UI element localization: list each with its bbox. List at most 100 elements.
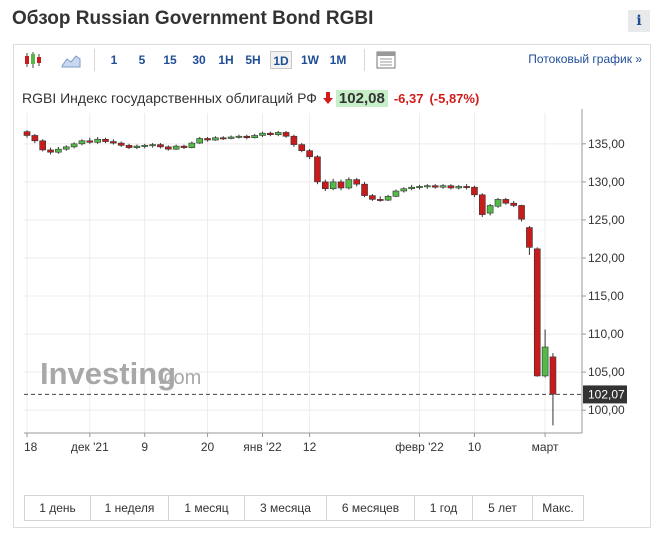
candle <box>149 143 156 148</box>
y-tick-label: 120,00 <box>588 251 625 265</box>
candle <box>274 130 282 137</box>
candle <box>125 143 133 150</box>
candle-body <box>102 138 109 142</box>
candle <box>212 136 219 141</box>
candlestick-chart[interactable]: Investing .com 100,00 105,00 110,00 115,00 1… <box>14 45 650 485</box>
candle-body <box>227 136 235 139</box>
range-5-years[interactable]: 5 лет <box>473 496 533 520</box>
candle-body <box>408 186 415 190</box>
candle-body <box>549 356 557 395</box>
candle-body <box>251 135 258 139</box>
candle-body <box>110 141 117 144</box>
candle <box>408 184 415 191</box>
candle-body <box>533 248 541 377</box>
range-max[interactable]: Макс. <box>542 501 574 515</box>
candle-body <box>392 190 400 197</box>
instrument-name: RGBI Индекс государственных облигаций РФ <box>22 90 317 106</box>
timeframe-15[interactable]: 15 <box>163 53 177 67</box>
x-tick-label: 20 <box>201 440 215 454</box>
timeframe-1m[interactable]: 1M <box>329 53 347 67</box>
candle-body <box>94 138 101 143</box>
candle-body <box>361 183 368 196</box>
candle-body <box>172 145 180 150</box>
candle <box>110 139 117 145</box>
candle <box>424 184 431 189</box>
candle-body <box>314 156 321 183</box>
candle <box>235 134 243 139</box>
candle <box>526 226 533 255</box>
candle-body <box>455 186 463 189</box>
candle <box>47 147 54 155</box>
candle-body <box>353 179 361 185</box>
range-3-months[interactable]: 3 месяца <box>245 496 327 520</box>
candle-body <box>471 186 478 196</box>
range-1-day[interactable]: 1 день <box>25 496 91 520</box>
last-price: 102,08 <box>335 89 388 107</box>
y-tick-label: 115,00 <box>588 289 624 303</box>
price-change-percent: (-5,87%) <box>429 90 480 106</box>
chart-toolbar: 1 5 15 30 1H 5H 1D 1W 1M Потоковый графи… <box>14 45 650 75</box>
candle-body <box>31 135 39 142</box>
candle-body <box>447 185 455 189</box>
candle-body <box>329 181 337 190</box>
timeframe-1w[interactable]: 1W <box>301 53 319 67</box>
candle <box>94 136 101 144</box>
candle-body <box>384 196 392 201</box>
candle <box>290 134 298 147</box>
timeframe-5h[interactable]: 5H <box>245 53 261 67</box>
candle-body <box>157 144 164 148</box>
candle <box>180 144 188 150</box>
candle <box>70 142 78 149</box>
candle-body <box>526 227 533 248</box>
range-6-months[interactable]: 6 месяцев <box>327 496 415 520</box>
candle <box>337 179 345 191</box>
price-change: -6,37 <box>393 90 424 106</box>
range-1-month[interactable]: 1 месяц <box>169 496 245 520</box>
y-tick-label: 100,00 <box>588 403 625 417</box>
candle <box>400 187 408 193</box>
candle <box>329 178 337 191</box>
range-1-week[interactable]: 1 неделя <box>91 496 169 520</box>
candle-body <box>463 186 470 188</box>
candle-body <box>165 146 172 150</box>
candle <box>353 178 361 187</box>
range-1-year[interactable]: 1 год <box>415 496 473 520</box>
candle-body <box>369 195 376 200</box>
candle <box>533 247 541 377</box>
x-tick-label: янв '22 <box>243 440 282 454</box>
candle <box>439 184 447 189</box>
candle <box>518 204 525 222</box>
timeframe-30[interactable]: 30 <box>192 53 206 67</box>
candle <box>55 146 62 154</box>
timeframe-1d[interactable]: 1D <box>270 51 292 69</box>
candle <box>384 194 392 201</box>
table-view-icon[interactable] <box>375 50 397 70</box>
x-tick-label: март <box>532 440 559 454</box>
candle <box>165 145 172 151</box>
timeframe-5[interactable]: 5 <box>138 53 146 67</box>
candle <box>31 133 39 144</box>
candle <box>416 184 423 190</box>
info-button[interactable]: i <box>628 10 650 32</box>
candle-body <box>141 145 149 147</box>
candle-body <box>78 140 86 145</box>
candle-body <box>70 143 78 148</box>
y-tick-label: 125,00 <box>588 213 625 227</box>
candle <box>549 353 557 426</box>
candlestick-type-icon[interactable] <box>22 50 44 70</box>
candle-body <box>424 185 431 188</box>
candle <box>188 141 196 149</box>
candle <box>392 189 400 198</box>
area-type-icon[interactable] <box>60 50 82 70</box>
candle <box>39 139 47 152</box>
watermark-brand: Investing <box>40 356 176 391</box>
timeframe-1h[interactable]: 1H <box>218 53 234 67</box>
arrow-down-icon <box>322 92 333 104</box>
candle <box>62 145 70 151</box>
streaming-chart-link[interactable]: Потоковый график » <box>528 52 642 66</box>
candle-body <box>180 145 188 148</box>
candle <box>376 196 384 202</box>
candle <box>314 155 321 185</box>
candle-body <box>188 142 196 148</box>
timeframe-1[interactable]: 1 <box>110 53 118 67</box>
